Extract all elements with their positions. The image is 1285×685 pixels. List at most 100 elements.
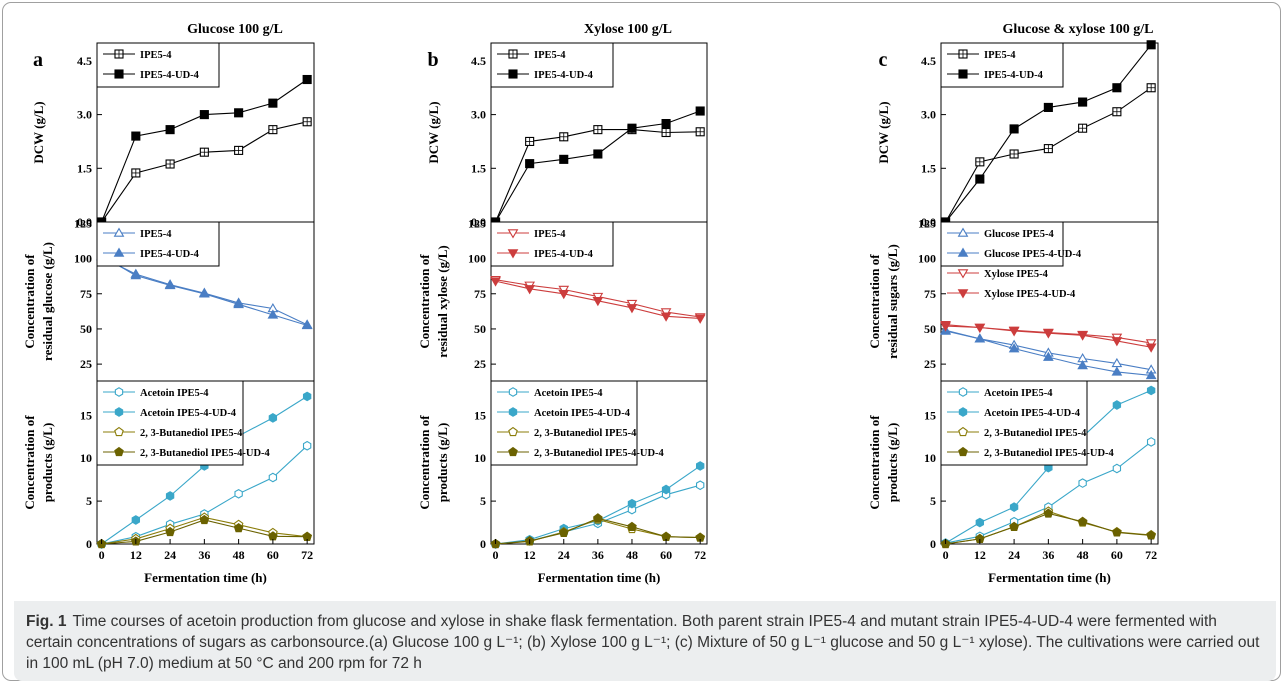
data-point — [661, 484, 671, 495]
data-point — [233, 298, 244, 309]
data-point — [1009, 521, 1019, 531]
y-axis-title-line2: products (g/L) — [885, 423, 900, 503]
data-point — [525, 159, 535, 169]
data-point — [593, 149, 603, 159]
series-2-3-butanediol-ipe5-4-ud-4 — [940, 508, 1156, 549]
y-axis-title: DCW (g/L) — [31, 101, 46, 163]
y-axis-title-line1: Concentration of — [22, 254, 37, 349]
data-point — [1077, 516, 1088, 526]
y-axis-title: DCW (g/L) — [876, 101, 891, 163]
data-point — [974, 323, 986, 334]
x-axis-title: Fermentation time (h) — [538, 570, 661, 585]
legend-label: Glucose IPE5-4-UD-4 — [984, 249, 1082, 260]
legend-label: IPE5-4-UD-4 — [984, 70, 1044, 81]
legend: IPE5-4 IPE5-4-UD-4 — [490, 221, 614, 267]
y-tick-label: 0.0 — [77, 215, 92, 229]
data-point — [165, 526, 175, 537]
legend: Acetoin IPE5-4 Acetoin IPE5-4-UD-4 2, 3-Bu… — [96, 380, 271, 466]
y-tick-label: 100 — [918, 252, 936, 266]
y-tick-label: 0.0 — [921, 215, 936, 229]
data-point — [940, 320, 951, 331]
y-tick-label: 125 — [74, 216, 92, 230]
legend-label: Xylose IPE5-4-UD-4 — [984, 289, 1076, 300]
legend-marker — [958, 426, 968, 437]
y-tick-label: 15 — [474, 408, 486, 422]
x-axis-title: Fermentation time (h) — [144, 570, 267, 585]
data-point — [1008, 327, 1020, 337]
x-tick-label: 0 — [493, 548, 499, 562]
legend-label: Xylose IPE5-4 — [984, 269, 1049, 280]
x-tick-label: 60 — [1111, 548, 1123, 562]
y-tick-label: 100 — [74, 252, 92, 266]
y-tick-label: 0.0 — [471, 215, 486, 229]
data-point — [302, 391, 312, 402]
legend-box — [940, 221, 1064, 267]
panel-c-subplot-1: 25 50 75 100 125 Concentration of residual sug… — [867, 216, 1159, 382]
data-point — [627, 123, 637, 133]
data-point — [1146, 530, 1156, 540]
series-ipe5-4-ud-4 — [490, 277, 706, 324]
legend-marker — [508, 387, 518, 397]
x-tick-label: 48 — [1077, 548, 1089, 562]
y-tick-label: 25 — [474, 357, 486, 371]
x-tick-label: 72 — [301, 548, 313, 562]
data-point — [627, 498, 637, 509]
data-point — [694, 314, 706, 324]
legend-label: Glucose IPE5-4 — [984, 229, 1054, 240]
y-tick-label: 0 — [930, 537, 936, 551]
data-point — [1145, 343, 1157, 353]
legend-label: IPE5-4 — [140, 229, 172, 240]
y-tick-label: 50 — [80, 322, 92, 336]
y-tick-label: 25 — [80, 357, 92, 371]
data-point — [975, 517, 985, 528]
legend-label: Acetoin IPE5-4 — [534, 388, 603, 399]
x-tick-label: 36 — [1042, 548, 1054, 562]
y-tick-label: 10 — [80, 451, 92, 465]
y-tick-label: 5 — [86, 494, 92, 508]
x-tick-label: 0 — [943, 548, 949, 562]
legend-marker — [114, 69, 124, 79]
panel-letter: b — [427, 49, 438, 71]
data-point — [1009, 124, 1019, 134]
series-ipe5-4 — [941, 83, 1156, 227]
legend-label: IPE5-4 — [534, 50, 566, 61]
x-tick-label: 12 — [524, 548, 536, 562]
legend-marker — [508, 426, 518, 437]
y-tick-label: 3.0 — [921, 108, 936, 122]
data-point — [627, 521, 637, 531]
legend-marker — [958, 446, 968, 457]
legend-marker — [114, 407, 124, 417]
legend: IPE5-4 IPE5-4-UD-4 — [96, 221, 220, 267]
y-axis-title-line1: Concentration of — [417, 415, 432, 510]
legend-marker — [957, 247, 969, 257]
data-point — [1043, 351, 1054, 361]
data-point — [1077, 360, 1088, 370]
y-axis-title-line2: residual glucose (g/L) — [40, 242, 55, 361]
legend-box — [96, 221, 220, 267]
legend-marker — [508, 407, 518, 417]
panel-a-subplot-2: 0 5 10 15 Concentration of products (g/L) Acet… — [22, 380, 315, 551]
legend-marker — [113, 247, 125, 257]
y-axis-title: DCW (g/L) — [426, 101, 441, 163]
panel-c-subplot-0: 0.0 1.5 3.0 4.5 DCW (g/L) IPE5-4 IPE5-4-UD-4 — [876, 40, 1159, 229]
data-point — [626, 304, 638, 314]
series-ipe5-4-ud-4 — [490, 106, 705, 227]
y-tick-label: 125 — [468, 216, 486, 230]
legend-label: 2, 3-Butanediol IPE5-4-UD-4 — [140, 448, 271, 459]
y-tick-label: 100 — [468, 252, 486, 266]
legend-marker — [957, 269, 969, 279]
x-tick-label: 48 — [626, 548, 638, 562]
panel-letter: c — [879, 49, 888, 71]
data-point — [130, 269, 142, 280]
data-point — [975, 174, 985, 184]
legend-label: IPE5-4 — [534, 229, 566, 240]
legend-marker — [958, 407, 968, 417]
legend-marker — [958, 387, 968, 397]
legend-marker — [508, 446, 518, 457]
panel-b: b Xylose 100 g/L 0.0 1.5 3.0 4.5 DCW (g/L) IPE5… — [417, 22, 708, 585]
legend: Glucose IPE5-4 Glucose IPE5-4-UD-4 Xylose … — [940, 221, 1082, 300]
x-tick-label: 72 — [1145, 548, 1157, 562]
panel-b-subplot-1: 25 50 75 100 125 Concentration of residual xyl… — [417, 216, 708, 382]
x-tick-label: 72 — [694, 548, 706, 562]
